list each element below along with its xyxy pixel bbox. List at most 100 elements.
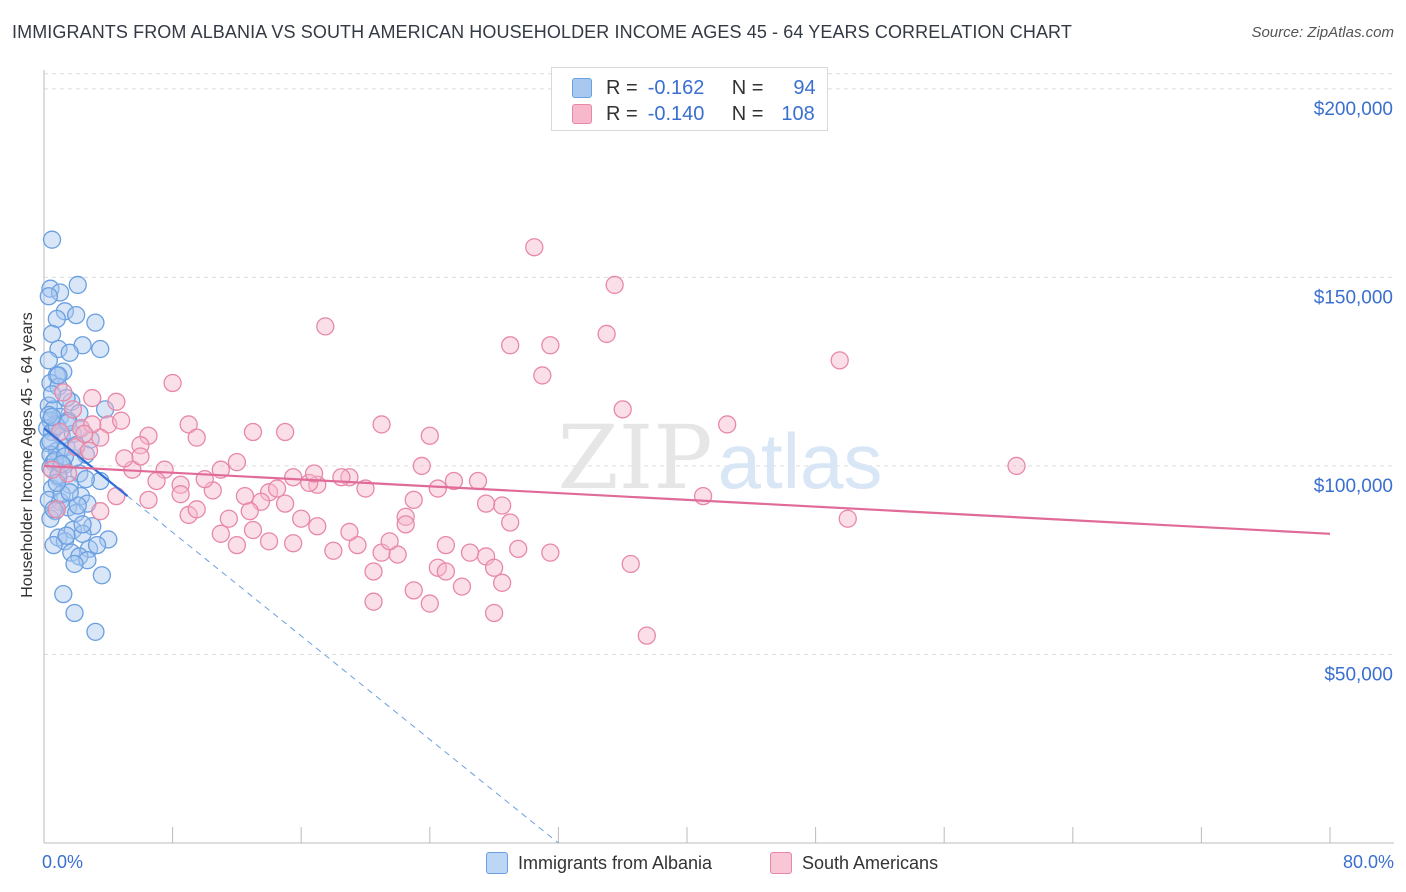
data-point xyxy=(275,422,295,442)
data-point xyxy=(42,385,62,404)
legend-swatch-albania xyxy=(486,852,508,874)
data-point xyxy=(621,554,640,574)
data-point xyxy=(163,373,182,393)
axes xyxy=(43,70,1394,844)
data-point xyxy=(356,479,375,498)
data-point xyxy=(115,449,134,468)
data-point xyxy=(259,532,279,551)
data-point xyxy=(227,535,247,555)
data-point xyxy=(147,471,166,491)
data-point xyxy=(541,336,560,355)
data-point xyxy=(240,502,259,521)
data-point xyxy=(49,366,68,385)
data-point xyxy=(41,279,60,298)
data-point xyxy=(39,351,58,370)
data-point xyxy=(412,456,431,476)
chart-title: IMMIGRANTS FROM ALBANIA VS SOUTH AMERICA… xyxy=(12,22,1072,42)
y-tick-label: $150,000 xyxy=(1314,287,1393,308)
x-axis-min-label: 0.0% xyxy=(42,852,84,872)
data-point xyxy=(436,535,456,555)
data-point xyxy=(73,524,92,543)
data-point xyxy=(492,573,512,592)
data-point xyxy=(364,562,383,581)
correlation-legend: R = -0.162 N = 94 R = -0.140 N = 108 xyxy=(551,67,828,131)
data-point xyxy=(60,483,79,502)
data-point xyxy=(79,441,99,460)
data-point xyxy=(364,592,383,611)
data-point xyxy=(171,475,190,494)
data-point xyxy=(50,422,70,442)
data-point xyxy=(44,535,63,555)
data-point xyxy=(131,447,150,466)
n-value: 94 xyxy=(793,76,816,99)
legend-row-south-americans: R = -0.140 N = 108 xyxy=(572,102,815,126)
n-label: N = xyxy=(731,76,764,99)
data-point xyxy=(404,490,423,510)
data-point xyxy=(468,471,488,491)
legend-item-albania[interactable]: Immigrants from Albania xyxy=(486,852,712,874)
y-tick-label: $100,000 xyxy=(1314,476,1393,497)
data-point xyxy=(380,532,399,551)
data-point xyxy=(1007,456,1026,476)
legend-swatch-albania xyxy=(572,78,592,98)
data-point xyxy=(605,275,624,295)
data-point xyxy=(348,535,367,555)
data-point xyxy=(304,464,324,483)
data-point xyxy=(324,541,343,560)
data-point xyxy=(404,581,423,600)
data-point xyxy=(91,339,110,359)
data-point xyxy=(541,543,560,562)
data-point xyxy=(396,515,415,534)
data-point xyxy=(275,494,295,513)
data-point xyxy=(718,415,737,434)
trend-lines xyxy=(43,427,1331,844)
data-point xyxy=(83,388,102,408)
data-point xyxy=(179,415,198,434)
legend-row-albania: R = -0.162 N = 94 xyxy=(572,76,816,100)
data-point xyxy=(460,543,480,562)
data-point xyxy=(316,317,335,336)
data-point xyxy=(42,230,62,249)
data-point xyxy=(52,454,71,474)
data-point xyxy=(71,419,91,438)
data-point xyxy=(484,558,504,577)
data-point xyxy=(42,407,62,427)
source-label: Source: ZipAtlas.com xyxy=(1251,24,1394,41)
data-point xyxy=(533,366,552,385)
data-point xyxy=(332,468,351,487)
legend-label-albania: Immigrants from Albania xyxy=(518,852,713,873)
watermark-atlas: atlas xyxy=(718,417,883,505)
legend-label-south-americans: South Americans xyxy=(802,852,939,873)
r-label: R = xyxy=(606,102,638,125)
data-point xyxy=(75,424,94,444)
data-point xyxy=(65,603,84,623)
data-point xyxy=(68,496,87,515)
data-point xyxy=(492,496,512,515)
data-point xyxy=(211,524,230,543)
legend-item-south-americans[interactable]: South Americans xyxy=(770,852,938,874)
data-point xyxy=(613,400,632,419)
data-point xyxy=(436,562,456,581)
data-point xyxy=(54,383,73,402)
watermark-zip: ZIP xyxy=(557,406,712,509)
series-legend: Immigrants from Albania South Americans xyxy=(0,852,1406,878)
data-point xyxy=(284,468,303,487)
data-point xyxy=(112,411,131,430)
data-point xyxy=(501,336,520,355)
trend-line-south-americans xyxy=(43,464,1331,535)
data-point xyxy=(308,517,327,536)
data-point xyxy=(420,594,439,613)
data-point xyxy=(99,530,118,549)
data-point xyxy=(452,577,472,596)
data-point xyxy=(187,500,206,519)
data-point xyxy=(284,534,303,553)
data-point xyxy=(243,520,263,540)
data-point xyxy=(86,313,105,332)
data-point xyxy=(47,309,67,329)
data-point xyxy=(91,502,110,521)
data-point xyxy=(54,584,73,604)
data-point xyxy=(420,426,439,445)
legend-swatch-south-americans xyxy=(572,104,592,124)
data-point xyxy=(39,287,58,306)
